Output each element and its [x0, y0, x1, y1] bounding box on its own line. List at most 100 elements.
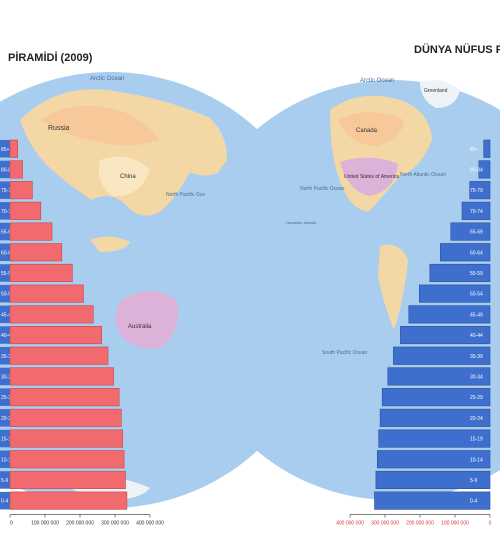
right-population-bars: 85+ 80-84 75-79 70-74 65-69 60-64 55-59 50-54 45… [374, 139, 491, 510]
left-bar [9, 139, 18, 158]
left-age-label: 50-54 [1, 292, 14, 298]
left-tick-label: 300 000 000 [101, 521, 129, 527]
left-age-label-box [0, 450, 10, 468]
left-bar [9, 408, 122, 427]
left-age-label-box [0, 388, 10, 406]
left-bar [9, 284, 84, 303]
left-age-label: 10-14 [1, 457, 14, 463]
left-age-label: 85+ [1, 147, 10, 153]
left-age-label: 40-44 [1, 333, 14, 339]
right-age-label: 15-19 [470, 437, 483, 443]
left-bar [9, 181, 33, 200]
right-age-label: 55-59 [470, 271, 483, 277]
left-age-label: 5-9 [1, 478, 8, 484]
right-bar [379, 408, 491, 427]
right-bar [374, 491, 491, 510]
left-age-label: 30-34 [1, 374, 14, 380]
left-bar [9, 160, 23, 179]
right-age-label: 0-4 [470, 499, 477, 505]
right-globe-ocean-label: South Pacific Ocean [322, 350, 368, 356]
left-age-label: 80-84 [1, 167, 14, 173]
right-bar [376, 450, 491, 469]
left-bar [9, 450, 125, 469]
right-globe-country-label: Greenland [424, 88, 448, 94]
left-age-label: 55-59 [1, 271, 14, 277]
left-bar [9, 325, 102, 345]
right-globe-country-label: United States of America [344, 174, 399, 180]
left-age-label-box [0, 243, 10, 261]
left-bar [9, 263, 73, 283]
left-age-label-box [0, 284, 10, 303]
right-globe-ocean-label: North Atlantic Ocean [400, 172, 446, 178]
left-globe-islands [90, 236, 130, 252]
left-population-bars: 85+ 80-84 75-79 70-74 65-69 60-64 55-59 50-54 45… [0, 139, 128, 510]
right-bar [483, 139, 491, 158]
right-globe-ocean-label: Arctic Ocean [360, 78, 394, 84]
left-age-label-box [0, 367, 10, 386]
left-tick-label: 100 000 000 [31, 521, 59, 527]
right-globe-usa [340, 157, 398, 196]
left-age-label: 75-79 [1, 188, 14, 194]
left-bar [9, 470, 126, 490]
right-chart-title: DÜNYA NÜFUS Pİ [414, 44, 500, 56]
right-bar [378, 429, 491, 448]
right-age-label: 65-69 [470, 230, 483, 236]
right-globe-country-label: Canada [356, 128, 378, 134]
left-age-label-box [0, 326, 10, 344]
right-tick-label: 400 000 000 [336, 521, 364, 527]
left-age-label: 15-19 [1, 437, 14, 443]
right-age-label: 85+ [470, 147, 479, 153]
right-tick-label: 200 000 000 [406, 521, 434, 527]
left-age-label: 60-64 [1, 250, 14, 256]
right-age-label: 75-79 [470, 188, 483, 194]
left-age-label: 65-69 [1, 230, 14, 236]
right-bar [461, 201, 491, 220]
right-tick-label: 100 000 000 [441, 521, 469, 527]
left-age-label: 0-4 [1, 499, 8, 505]
left-globe-china [98, 156, 150, 197]
right-age-label: 45-49 [470, 312, 483, 318]
left-tick-label: 200 000 000 [66, 521, 94, 527]
right-age-label: 30-34 [470, 374, 483, 380]
right-bar [469, 181, 491, 200]
left-age-label-box [0, 181, 10, 199]
left-tick-label: 0 [10, 521, 13, 527]
right-globe-greenland [420, 80, 460, 108]
left-age-label-box [0, 347, 10, 365]
right-bar [478, 160, 491, 179]
left-globe-ocean-label: Arctic Ocean [90, 76, 124, 82]
left-globe-country-label: Russia [48, 125, 70, 132]
right-age-label: 5-9 [470, 478, 477, 484]
left-age-label-box [0, 429, 10, 448]
right-bar [381, 388, 491, 407]
left-globe-ocean-label: North Pacific Ocean [166, 192, 211, 198]
right-age-label: 10-14 [470, 457, 483, 463]
left-bar [9, 429, 123, 448]
right-bar [375, 470, 491, 490]
left-globe-russia [40, 105, 160, 146]
right-bar [418, 284, 491, 303]
left-age-label-box [0, 305, 10, 324]
left-bar [9, 367, 114, 386]
left-globe-country-label: China [120, 174, 136, 180]
left-age-label-box [0, 471, 10, 489]
left-chart-title: PİRAMİDİ (2009) [8, 52, 93, 64]
left-tick-label: 400 000 000 [136, 521, 164, 527]
right-globe-canada [338, 112, 404, 146]
right-age-label: 60-64 [470, 250, 483, 256]
left-bar [9, 305, 94, 324]
left-age-label-box [0, 264, 10, 282]
right-tick-label: 0 [489, 521, 492, 527]
right-age-label: 50-54 [470, 292, 483, 298]
left-bar [9, 201, 42, 220]
left-bar [9, 388, 120, 407]
left-bar [9, 491, 128, 510]
right-bar [450, 222, 491, 241]
right-bar [429, 263, 491, 283]
right-bar [387, 367, 491, 386]
left-age-label-box [0, 202, 10, 220]
right-age-label: 20-24 [470, 416, 483, 422]
right-bar [400, 325, 491, 345]
right-globe-ocean-label: North Pacific Ocean [300, 186, 345, 192]
